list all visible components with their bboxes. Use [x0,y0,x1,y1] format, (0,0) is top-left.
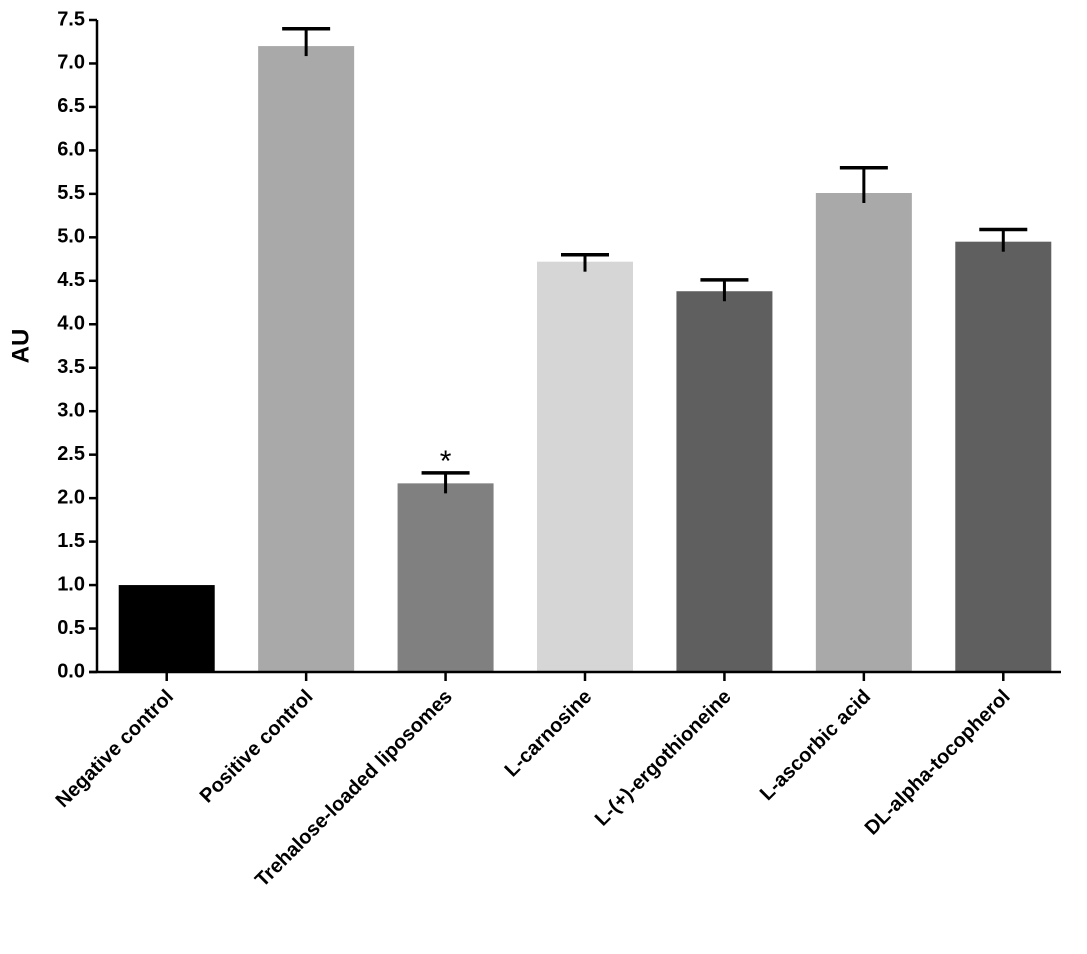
y-tick-label: 7.0 [57,52,85,74]
y-tick-label: 1.0 [57,573,85,595]
y-tick-label: 1.5 [57,530,85,552]
y-tick-label: 7.5 [57,8,85,30]
y-tick-label: 0.5 [57,617,85,639]
y-tick-label: 5.5 [57,182,85,204]
y-tick-label: 2.0 [57,486,85,508]
bar [537,261,633,672]
x-tick-label: L-(+)-ergothioneine [591,686,736,831]
y-axis-label: AU [7,329,34,364]
y-tick-label: 3.0 [57,399,85,421]
bar [676,291,773,672]
y-tick-label: 0.0 [57,660,85,682]
y-tick-label: 6.5 [57,95,85,117]
x-tick-label: L-ascorbic acid [756,686,875,805]
y-tick-label: 6.0 [57,139,85,161]
bar [118,585,215,672]
y-tick-label: 3.5 [57,356,85,378]
y-tick-label: 2.5 [57,443,85,465]
x-tick-label: Positive control [196,686,318,808]
x-tick-label: L-carnosine [501,686,597,782]
y-tick-label: 4.5 [57,269,85,291]
x-tick-label: DL-alpha-tocopherol [861,686,1015,840]
bar [397,483,494,672]
bar [815,192,912,673]
bar [955,241,1052,672]
x-tick-label: Negative control [52,686,178,812]
bar [258,46,355,672]
y-tick-label: 4.0 [57,313,85,335]
annotation: * [440,445,452,478]
y-tick-label: 5.0 [57,226,85,248]
